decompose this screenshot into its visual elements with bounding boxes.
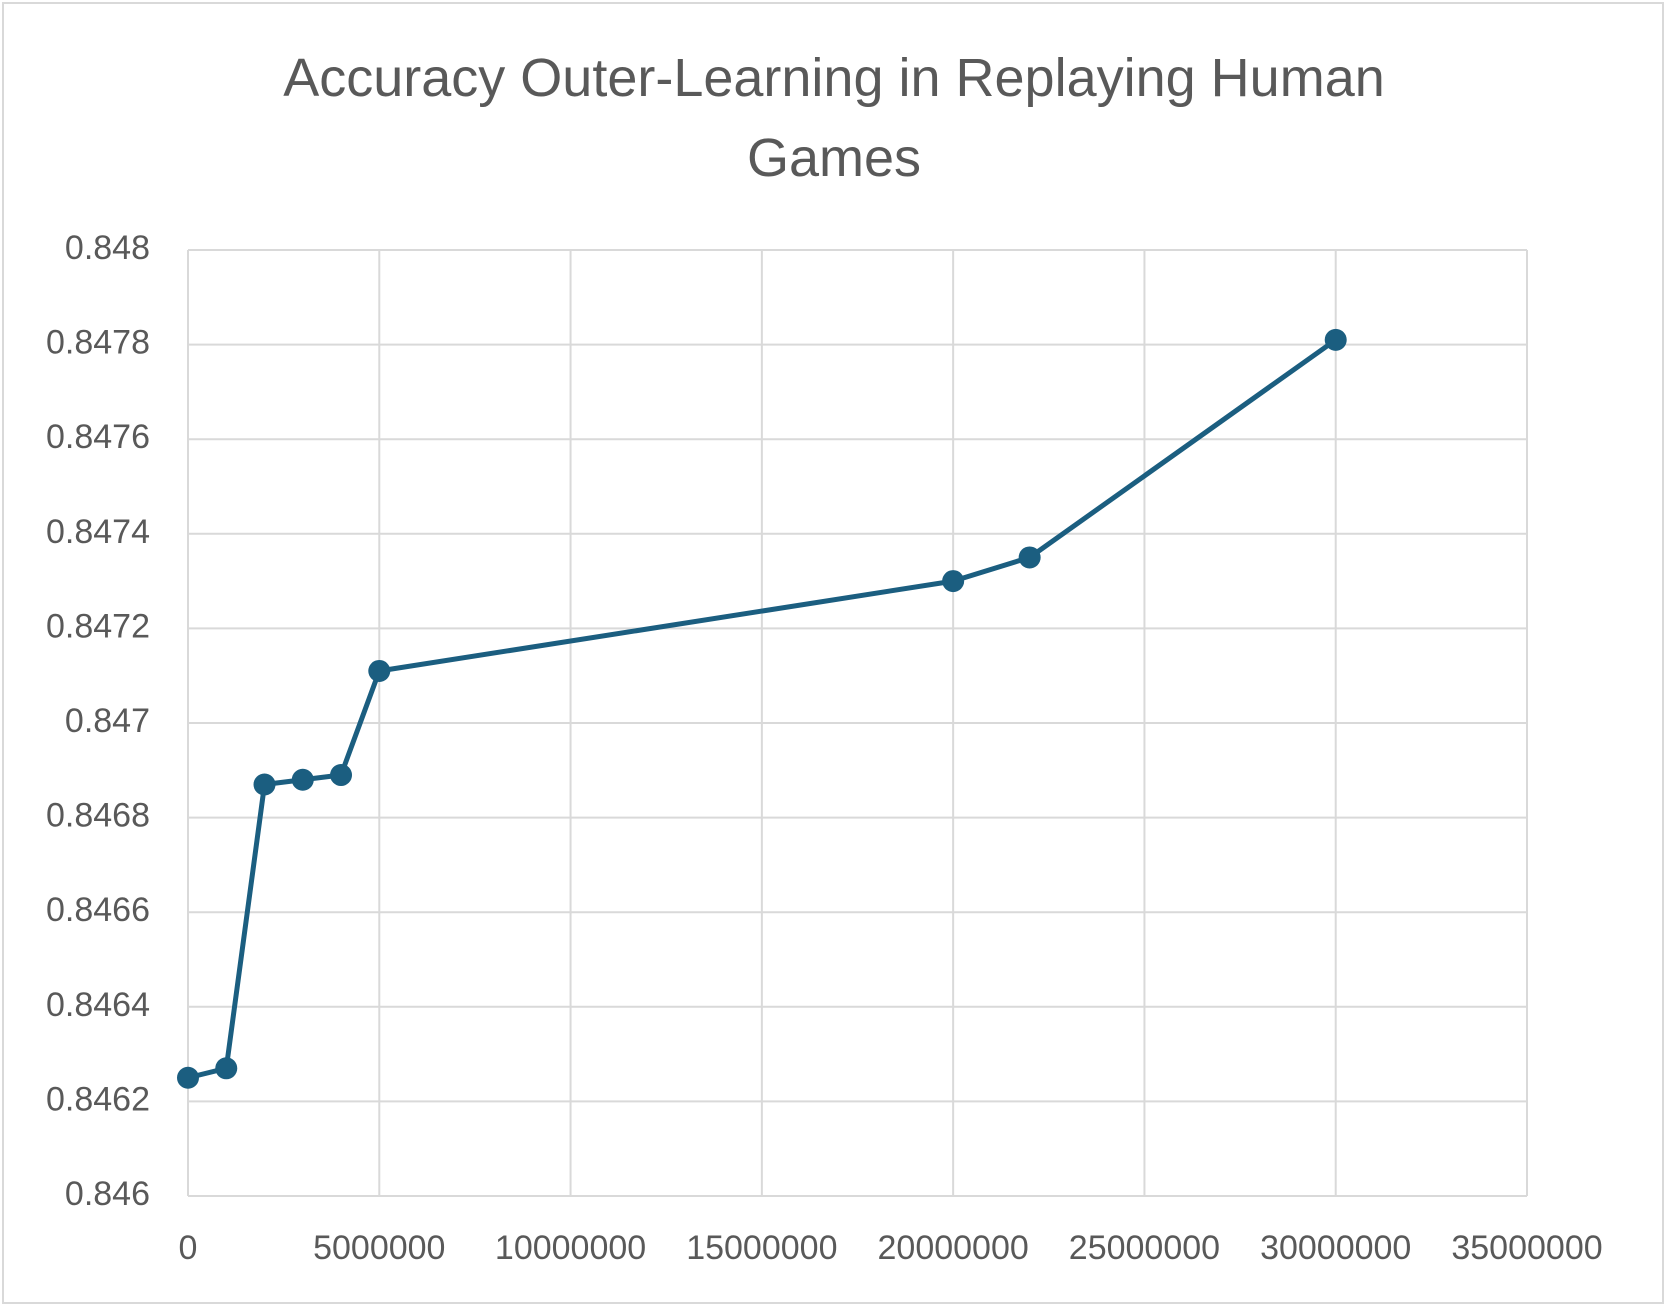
point — [253, 773, 276, 796]
point — [291, 768, 314, 791]
point — [177, 1066, 199, 1089]
x-tick-label: 15000000 — [686, 1229, 837, 1267]
x-tick-label: 25000000 — [1069, 1229, 1220, 1267]
chart-title: Accuracy Outer-Learning in Replaying Hum… — [283, 48, 1385, 188]
y-tick-label: 0.8466 — [46, 891, 150, 929]
y-tick-label: 0.8478 — [46, 324, 150, 362]
y-tick-label: 0.8474 — [46, 513, 150, 551]
y-tick-label: 0.848 — [65, 229, 150, 267]
point — [942, 570, 965, 593]
point — [330, 764, 353, 787]
x-tick-label: 5000000 — [313, 1229, 445, 1267]
x-tick-label: 10000000 — [495, 1229, 646, 1267]
y-tick-label: 0.846 — [65, 1175, 150, 1213]
y-tick-label: 0.8468 — [46, 797, 150, 835]
y-tick-label: 0.847 — [65, 702, 150, 740]
point — [215, 1057, 238, 1080]
y-tick-label: 0.8476 — [46, 418, 150, 456]
point — [1324, 328, 1347, 351]
x-tick-label: 0 — [179, 1229, 198, 1267]
y-tick-label: 0.8464 — [46, 986, 150, 1024]
x-tick-label: 35000000 — [1451, 1229, 1602, 1267]
point — [1018, 546, 1041, 569]
x-tick-label: 30000000 — [1260, 1229, 1411, 1267]
point — [368, 659, 391, 682]
y-tick-label: 0.8472 — [46, 607, 150, 645]
x-tick-label: 20000000 — [878, 1229, 1029, 1267]
y-tick-label: 0.8462 — [46, 1080, 150, 1118]
